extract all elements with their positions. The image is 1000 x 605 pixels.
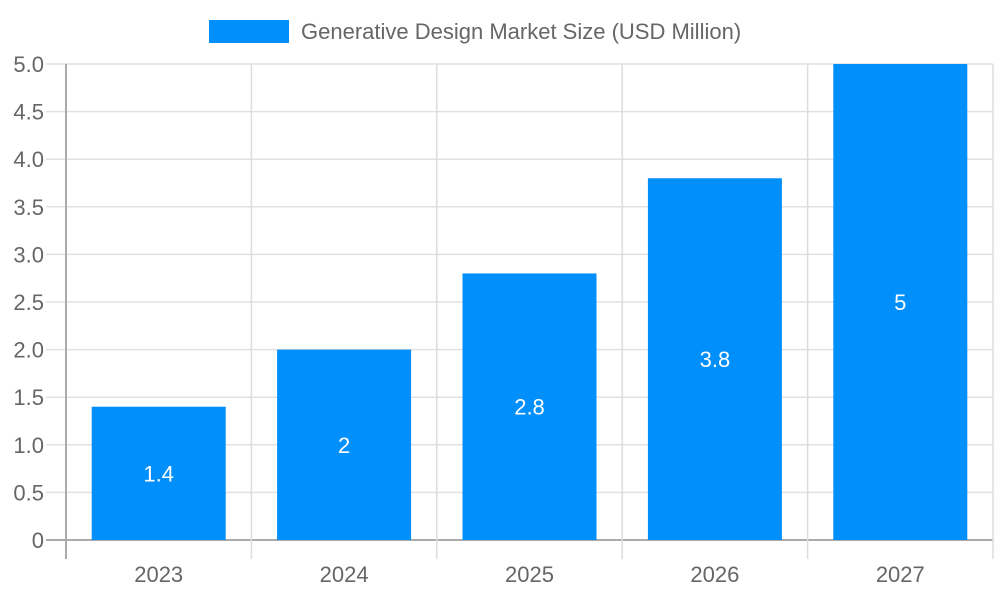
bar-2026	[647, 178, 782, 541]
y-tick-label: 4.0	[13, 147, 44, 172]
y-tick-label: 5.0	[13, 52, 44, 77]
bar-2025	[462, 273, 597, 540]
x-tick-label: 2026	[690, 562, 739, 587]
x-tick-label: 2023	[134, 562, 183, 587]
y-tick-label: 0	[32, 528, 44, 553]
bar-2024	[277, 349, 412, 540]
y-tick-label: 1.5	[13, 385, 44, 410]
y-tick-label: 2.5	[13, 290, 44, 315]
data-label: 2.8	[514, 395, 545, 420]
x-tick-label: 2027	[876, 562, 925, 587]
data-label: 2	[338, 433, 350, 458]
bar-2027	[833, 64, 968, 540]
legend-swatch	[209, 20, 289, 43]
y-tick-label: 0.5	[13, 480, 44, 505]
x-tick-label: 2025	[505, 562, 554, 587]
bar-2023	[91, 406, 226, 540]
legend[interactable]: Generative Design Market Size (USD Milli…	[209, 19, 741, 44]
data-label: 3.8	[700, 347, 731, 372]
y-tick-label: 1.0	[13, 433, 44, 458]
data-label: 5	[894, 290, 906, 315]
y-tick-label: 3.0	[13, 242, 44, 267]
y-tick-label: 2.0	[13, 338, 44, 363]
x-tick-label: 2024	[320, 562, 369, 587]
data-label: 1.4	[143, 461, 174, 486]
y-tick-label: 3.5	[13, 195, 44, 220]
y-tick-label: 4.5	[13, 100, 44, 125]
legend-label: Generative Design Market Size (USD Milli…	[301, 19, 741, 44]
